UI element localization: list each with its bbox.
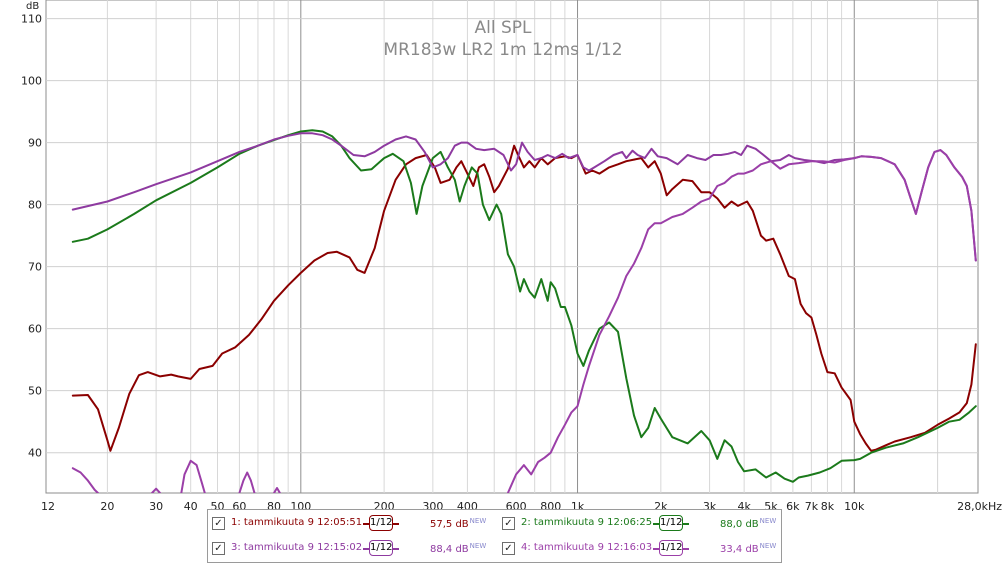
legend-label: 2: tammikuuta 9 12:06:25 [521,517,653,528]
x-tick-label: 30 [149,500,163,513]
smoothing-label: 1/12 [659,540,683,556]
legend-item-1[interactable]: ✓ 1: tammikuuta 9 12:05:51 1/12 57,5 dBN… [208,512,494,536]
legend-value: 33,4 dBNEW [720,542,777,555]
legend-value: 88,0 dBNEW [720,517,777,530]
series-line-1 [71,144,977,452]
plot-area [45,0,979,494]
new-badge: NEW [759,517,777,525]
y-tick-label: 70 [28,261,42,274]
x-tick-label: 6k [786,500,800,513]
y-tick-label: 80 [28,199,42,212]
legend-item-4[interactable]: ✓ 4: tammikuuta 9 12:16:03 1/12 33,4 dBN… [498,537,784,561]
legend-label: 4: tammikuuta 9 12:16:03 [521,542,653,553]
y-axis-unit: dB [26,1,39,12]
x-tick-label: 10k [844,500,865,513]
y-tick-label: 100 [21,75,42,88]
legend-row: ✓ 1: tammikuuta 9 12:05:51 1/12 57,5 dBN… [208,512,781,536]
grid [46,0,978,493]
x-tick-label: 20 [100,500,114,513]
new-badge: NEW [469,517,487,525]
legend: ✓ 1: tammikuuta 9 12:05:51 1/12 57,5 dBN… [207,509,782,563]
y-tick-label: 60 [28,323,42,336]
legend-label: 1: tammikuuta 9 12:05:51 [231,517,363,528]
series-line-5 [180,459,206,493]
y-tick-label: 40 [28,447,42,460]
x-tick-label: 7k [805,500,819,513]
x-tick-label: 8k [821,500,835,513]
series-line-5 [273,487,281,493]
legend-value: 57,5 dBNEW [430,517,487,530]
legend-item-3[interactable]: ✓ 3: tammikuuta 9 12:15:02 1/12 88,4 dBN… [208,537,494,561]
legend-checkbox[interactable]: ✓ [212,542,225,555]
legend-checkbox[interactable]: ✓ [502,542,515,555]
y-tick-label: 110 [21,13,42,26]
legend-row: ✓ 3: tammikuuta 9 12:15:02 1/12 88,4 dBN… [208,537,781,561]
series-line-4 [506,149,977,493]
smoothing-label: 1/12 [659,515,683,531]
smoothing-chip[interactable]: 1/12 [363,515,399,531]
smoothing-chip[interactable]: 1/12 [363,540,399,556]
chart-title: All SPL [475,18,533,38]
smoothing-chip[interactable]: 1/12 [653,515,689,531]
x-tick-label: 28,0kHz [957,500,1002,513]
y-tick-label: 90 [28,137,42,150]
y-tick-label: 50 [28,385,42,398]
x-tick-label: 12 [41,500,55,513]
series-line-5 [71,467,99,493]
new-badge: NEW [469,542,487,550]
legend-value: 88,4 dBNEW [430,542,487,555]
legend-label: 3: tammikuuta 9 12:15:02 [231,542,363,553]
legend-checkbox[interactable]: ✓ [212,517,225,530]
series-layer [71,129,977,493]
series-line-5 [151,487,162,493]
x-tick-label: 40 [184,500,198,513]
series-line-5 [238,471,256,493]
new-badge: NEW [759,542,777,550]
chart-subtitle: MR183w LR2 1m 12ms 1/12 [383,40,622,60]
smoothing-label: 1/12 [369,540,393,556]
smoothing-label: 1/12 [369,515,393,531]
legend-item-2[interactable]: ✓ 2: tammikuuta 9 12:06:25 1/12 88,0 dBN… [498,512,784,536]
smoothing-chip[interactable]: 1/12 [653,540,689,556]
legend-checkbox[interactable]: ✓ [502,517,515,530]
